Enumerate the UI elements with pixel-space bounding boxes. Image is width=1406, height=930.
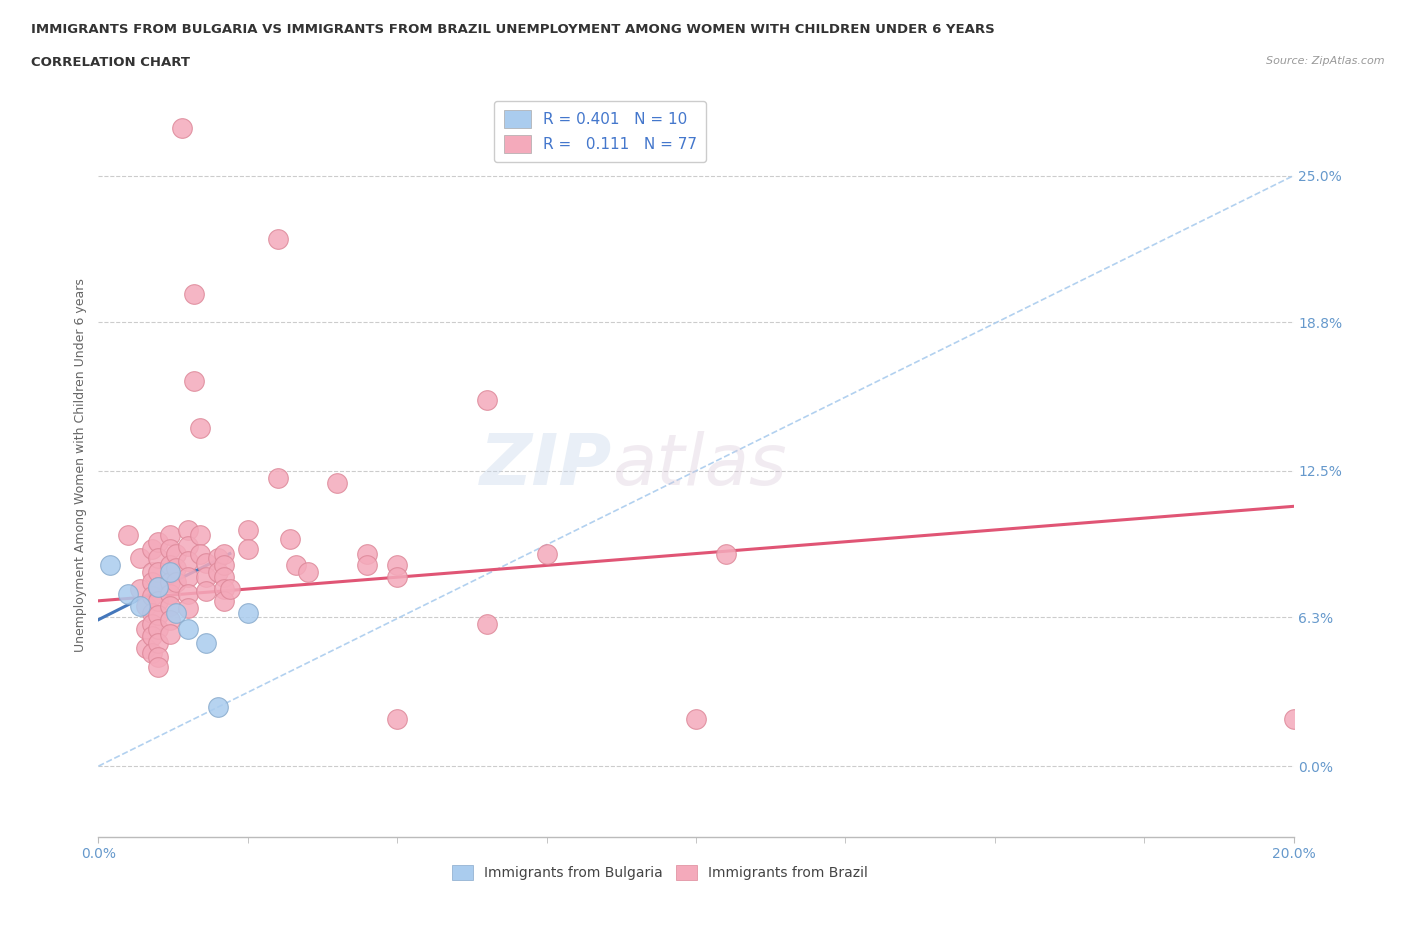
Y-axis label: Unemployment Among Women with Children Under 6 years: Unemployment Among Women with Children U… [75, 278, 87, 652]
Point [385, 558, 409, 573]
Point [177, 539, 200, 554]
Point [183, 374, 205, 389]
Point [148, 593, 170, 608]
Point [159, 541, 181, 556]
Point [177, 622, 200, 637]
Point [685, 711, 707, 726]
Point [141, 617, 163, 631]
Point [148, 535, 170, 550]
Point [148, 565, 170, 580]
Point [536, 546, 558, 561]
Point [195, 570, 218, 585]
Point [212, 558, 235, 573]
Point [141, 565, 163, 580]
Point [165, 560, 187, 575]
Point [117, 527, 139, 542]
Point [159, 627, 181, 642]
Point [326, 475, 349, 490]
Point [212, 593, 235, 608]
Point [267, 232, 290, 246]
Point [188, 527, 211, 542]
Point [177, 523, 200, 538]
Point [385, 711, 409, 726]
Point [159, 565, 181, 580]
Point [159, 586, 181, 601]
Point [212, 581, 235, 596]
Point [129, 551, 152, 565]
Point [236, 523, 259, 538]
Point [141, 589, 163, 604]
Point [207, 551, 229, 565]
Point [188, 421, 211, 436]
Text: ZIP: ZIP [479, 431, 613, 499]
Point [177, 586, 200, 601]
Point [165, 575, 187, 590]
Point [195, 636, 218, 651]
Point [141, 629, 163, 644]
Point [148, 607, 170, 622]
Point [148, 659, 170, 674]
Point [165, 605, 187, 620]
Point [356, 558, 378, 573]
Point [177, 570, 200, 585]
Point [356, 546, 378, 561]
Point [475, 392, 498, 407]
Point [129, 598, 152, 613]
Point [100, 558, 122, 573]
Text: IMMIGRANTS FROM BULGARIA VS IMMIGRANTS FROM BRAZIL UNEMPLOYMENT AMONG WOMEN WITH: IMMIGRANTS FROM BULGARIA VS IMMIGRANTS F… [31, 23, 994, 36]
Point [141, 575, 163, 590]
Text: CORRELATION CHART: CORRELATION CHART [31, 56, 190, 69]
Point [714, 546, 737, 561]
Point [159, 612, 181, 627]
Point [267, 471, 290, 485]
Point [141, 605, 163, 620]
Point [236, 541, 259, 556]
Point [207, 565, 229, 580]
Point [165, 546, 187, 561]
Point [172, 121, 194, 136]
Point [177, 601, 200, 616]
Point [159, 527, 181, 542]
Point [297, 565, 319, 580]
Point [148, 650, 170, 665]
Point [212, 570, 235, 585]
Point [129, 581, 152, 596]
Point [1282, 711, 1305, 726]
Point [148, 636, 170, 651]
Point [135, 598, 157, 613]
Point [236, 605, 259, 620]
Point [135, 622, 157, 637]
Point [195, 555, 218, 570]
Point [141, 645, 163, 660]
Point [141, 541, 163, 556]
Point [183, 286, 205, 301]
Text: atlas: atlas [613, 431, 787, 499]
Point [117, 586, 139, 601]
Point [159, 558, 181, 573]
Text: Source: ZipAtlas.com: Source: ZipAtlas.com [1267, 56, 1385, 66]
Point [278, 532, 301, 547]
Point [219, 581, 242, 596]
Point [207, 699, 229, 714]
Legend: Immigrants from Bulgaria, Immigrants from Brazil: Immigrants from Bulgaria, Immigrants fro… [446, 860, 875, 886]
Point [284, 558, 307, 573]
Point [195, 584, 218, 599]
Point [212, 546, 235, 561]
Point [148, 579, 170, 594]
Point [135, 641, 157, 656]
Point [188, 546, 211, 561]
Point [159, 575, 181, 590]
Point [177, 553, 200, 568]
Point [159, 598, 181, 613]
Point [148, 579, 170, 594]
Point [148, 551, 170, 565]
Point [475, 617, 498, 631]
Point [148, 622, 170, 637]
Point [385, 570, 409, 585]
